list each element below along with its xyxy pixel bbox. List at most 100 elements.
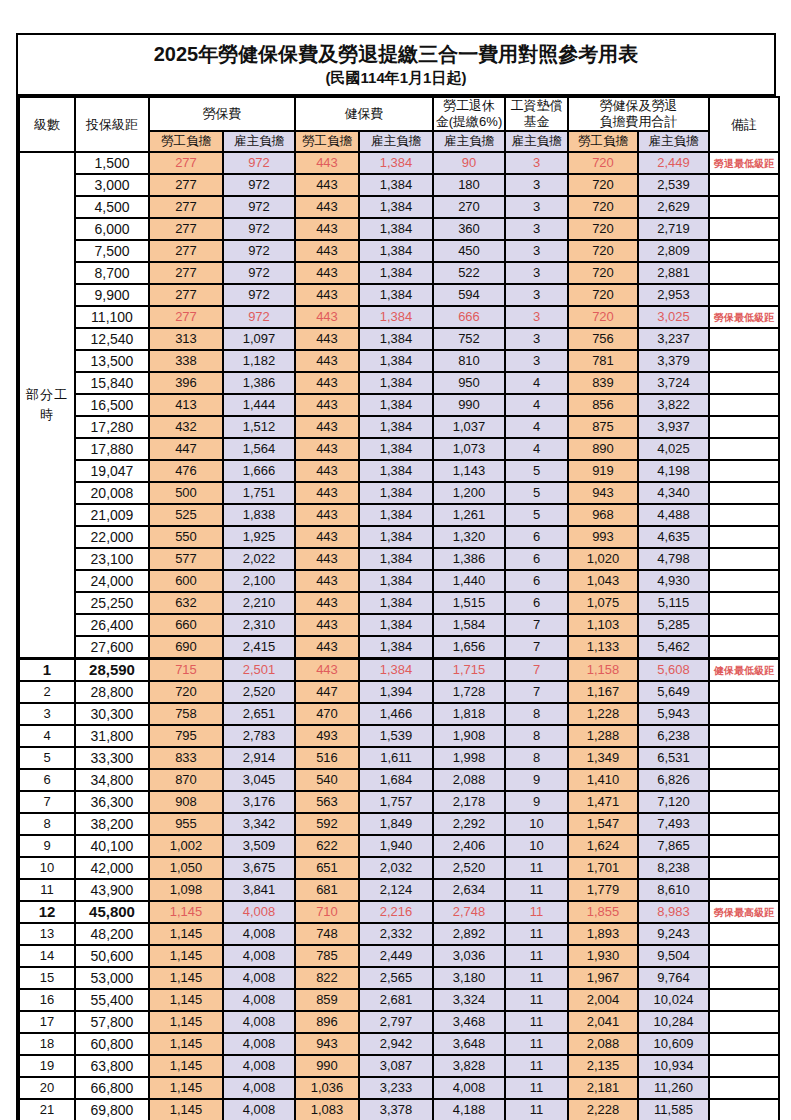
value-cell: 1,384 (359, 218, 433, 240)
value-cell: 4,198 (638, 460, 709, 482)
value-cell: 11 (505, 1077, 568, 1099)
value-cell: 1,384 (359, 659, 433, 682)
remark-cell (709, 945, 779, 967)
value-cell: 338 (149, 350, 223, 372)
value-cell: 2,719 (638, 218, 709, 240)
value-cell: 720 (149, 681, 223, 703)
level-cell: 21 (19, 1099, 75, 1120)
value-cell: 313 (149, 328, 223, 350)
page-title: 2025年勞健保保費及勞退提繳三合一費用對照參考用表 (18, 40, 774, 68)
value-cell: 1,320 (433, 526, 505, 548)
value-cell: 720 (568, 196, 638, 218)
value-cell: 2,449 (638, 152, 709, 174)
value-cell: 2,520 (223, 681, 295, 703)
level-cell: 16 (19, 989, 75, 1011)
value-cell: 1,779 (568, 879, 638, 901)
value-cell: 413 (149, 394, 223, 416)
table-row: 2169,8001,1454,0081,0833,3784,188112,228… (19, 1099, 779, 1120)
value-cell: 11 (505, 1033, 568, 1055)
value-cell: 577 (149, 548, 223, 570)
value-cell: 1,384 (359, 196, 433, 218)
value-cell: 3 (505, 350, 568, 372)
value-cell: 7 (505, 659, 568, 682)
value-cell: 1,384 (359, 548, 433, 570)
value-cell: 443 (295, 592, 359, 614)
table-row: 940,1001,0023,5096221,9402,406101,6247,8… (19, 835, 779, 857)
remark-cell (709, 240, 779, 262)
value-cell: 972 (223, 196, 295, 218)
value-cell: 10 (505, 813, 568, 835)
value-cell: 1,444 (223, 394, 295, 416)
value-cell: 1,384 (359, 570, 433, 592)
value-cell: 7,493 (638, 813, 709, 835)
subheader-total-employee: 勞工負擔 (568, 131, 638, 152)
bracket-cell: 55,400 (75, 989, 149, 1011)
value-cell: 5,285 (638, 614, 709, 636)
value-cell: 1,145 (149, 1011, 223, 1033)
value-cell: 3,233 (359, 1077, 433, 1099)
value-cell: 2,332 (359, 923, 433, 945)
bracket-cell: 40,100 (75, 835, 149, 857)
value-cell: 4,008 (223, 1055, 295, 1077)
value-cell: 563 (295, 791, 359, 813)
value-cell: 1,261 (433, 504, 505, 526)
value-cell: 972 (223, 284, 295, 306)
bracket-cell: 12,540 (75, 328, 149, 350)
value-cell: 1,547 (568, 813, 638, 835)
level-cell: 13 (19, 923, 75, 945)
bracket-cell: 22,000 (75, 526, 149, 548)
bracket-cell: 8,700 (75, 262, 149, 284)
value-cell: 3 (505, 152, 568, 174)
value-cell: 3,648 (433, 1033, 505, 1055)
value-cell: 1,893 (568, 923, 638, 945)
remark-cell (709, 570, 779, 592)
value-cell: 8 (505, 747, 568, 769)
remark-cell (709, 328, 779, 350)
value-cell: 1,386 (223, 372, 295, 394)
remark-cell (709, 196, 779, 218)
bracket-cell: 27,600 (75, 636, 149, 659)
value-cell: 972 (223, 262, 295, 284)
value-cell: 11 (505, 1011, 568, 1033)
value-cell: 90 (433, 152, 505, 174)
level-cell: 5 (19, 747, 75, 769)
value-cell: 277 (149, 240, 223, 262)
bracket-cell: 7,500 (75, 240, 149, 262)
table-row: 21,0095251,8384431,3841,26159684,488 (19, 504, 779, 526)
table-row: 838,2009553,3425921,8492,292101,5477,493 (19, 813, 779, 835)
value-cell: 1,656 (433, 636, 505, 659)
value-cell: 1,925 (223, 526, 295, 548)
bracket-cell: 1,500 (75, 152, 149, 174)
value-cell: 8,610 (638, 879, 709, 901)
value-cell: 9,764 (638, 967, 709, 989)
value-cell: 2,520 (433, 857, 505, 879)
value-cell: 943 (568, 482, 638, 504)
table-row: 19,0474761,6664431,3841,14359194,198 (19, 460, 779, 482)
value-cell: 1,908 (433, 725, 505, 747)
value-cell: 9,243 (638, 923, 709, 945)
subheader-labor-employer: 雇主負擔 (223, 131, 295, 152)
value-cell: 7 (505, 636, 568, 659)
value-cell: 651 (295, 857, 359, 879)
value-cell: 3 (505, 328, 568, 350)
value-cell: 4 (505, 394, 568, 416)
bracket-cell: 33,300 (75, 747, 149, 769)
value-cell: 11 (505, 923, 568, 945)
value-cell: 4,008 (223, 1033, 295, 1055)
value-cell: 1,145 (149, 901, 223, 923)
value-cell: 10,934 (638, 1055, 709, 1077)
value-cell: 1,701 (568, 857, 638, 879)
value-cell: 2,100 (223, 570, 295, 592)
value-cell: 1,440 (433, 570, 505, 592)
table-row: 12,5403131,0974431,38475237563,237 (19, 328, 779, 350)
value-cell: 1,384 (359, 240, 433, 262)
value-cell: 11,585 (638, 1099, 709, 1120)
subheader-wagefund-employer: 雇主負擔 (505, 131, 568, 152)
remark-cell (709, 791, 779, 813)
value-cell: 1,838 (223, 504, 295, 526)
value-cell: 2,501 (223, 659, 295, 682)
bracket-cell: 43,900 (75, 879, 149, 901)
value-cell: 833 (149, 747, 223, 769)
value-cell: 2,181 (568, 1077, 638, 1099)
value-cell: 443 (295, 438, 359, 460)
